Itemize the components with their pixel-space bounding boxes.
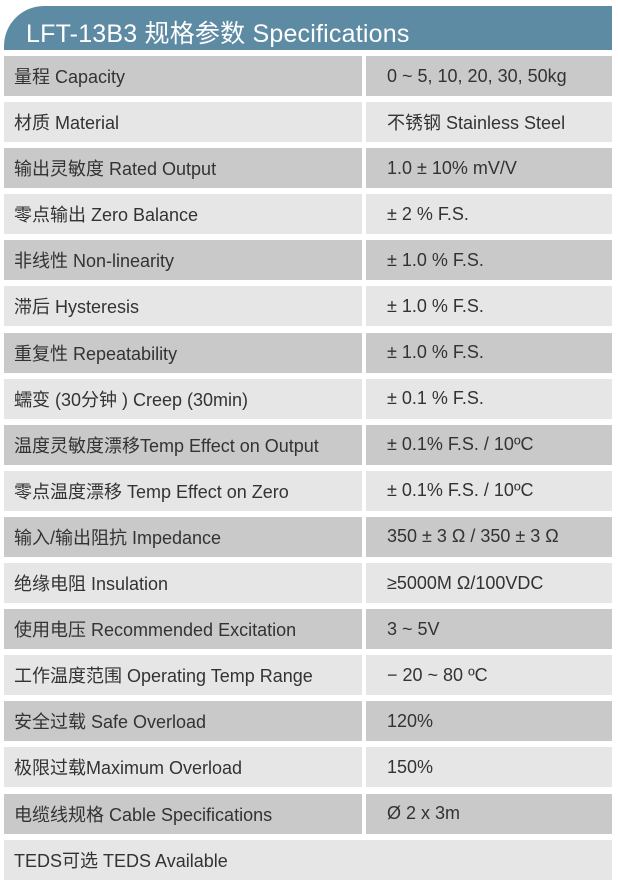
spec-value: 150% (366, 747, 612, 788)
spec-label: 零点输出 Zero Balance (4, 194, 362, 235)
spec-label: 温度灵敏度漂移Temp Effect on Output (4, 424, 362, 465)
spec-row: 绝缘电阻 Insulation ≥5000M Ω/100VDC (4, 563, 612, 604)
spec-value: 350 ± 3 Ω / 350 ± 3 Ω (366, 516, 612, 557)
spec-label: 材质 Material (4, 102, 362, 143)
spec-label: 极限过载Maximum Overload (4, 747, 362, 788)
spec-value: 0 ~ 5, 10, 20, 30, 50kg (366, 56, 612, 96)
spec-value: 3 ~ 5V (366, 609, 612, 650)
spec-value: ± 0.1 % F.S. (366, 378, 612, 419)
spec-label: 输出灵敏度 Rated Output (4, 148, 362, 189)
spec-label: TEDS可选 TEDS Available (4, 839, 612, 880)
spec-row: 滞后 Hysteresis ± 1.0 % F.S. (4, 286, 612, 327)
spec-table: 量程 Capacity 0 ~ 5, 10, 20, 30, 50kg 材质 Ma… (4, 56, 612, 886)
spec-row: 工作温度范围 Operating Temp Range − 20 ~ 80 ºC (4, 655, 612, 696)
spec-label: 工作温度范围 Operating Temp Range (4, 655, 362, 696)
spec-row: 输入/输出阻抗 Impedance 350 ± 3 Ω / 350 ± 3 Ω (4, 516, 612, 557)
spec-label: 重复性 Repeatability (4, 332, 362, 373)
spec-row: 非线性 Non-linearity ± 1.0 % F.S. (4, 240, 612, 281)
spec-value: ± 0.1% F.S. / 10ºC (366, 470, 612, 511)
spec-label: 非线性 Non-linearity (4, 240, 362, 281)
spec-row: 安全过载 Safe Overload 120% (4, 701, 612, 742)
spec-label: 使用电压 Recommended Excitation (4, 609, 362, 650)
spec-row: 零点温度漂移 Temp Effect on Zero ± 0.1% F.S. /… (4, 470, 612, 511)
spec-label: 电缆线规格 Cable Specifications (4, 793, 362, 834)
spec-value: 1.0 ± 10% mV/V (366, 148, 612, 189)
spec-label: 滞后 Hysteresis (4, 286, 362, 327)
spec-row: 零点输出 Zero Balance ± 2 % F.S. (4, 194, 612, 235)
spec-row: 材质 Material 不锈钢 Stainless Steel (4, 102, 612, 143)
spec-row-teds: TEDS可选 TEDS Available (4, 839, 612, 880)
spec-value: Ø 2 x 3m (366, 793, 612, 834)
spec-row: 温度灵敏度漂移Temp Effect on Output ± 0.1% F.S.… (4, 424, 612, 465)
spec-value: ± 0.1% F.S. / 10ºC (366, 424, 612, 465)
spec-value: 不锈钢 Stainless Steel (366, 102, 612, 143)
spec-value: ≥5000M Ω/100VDC (366, 563, 612, 604)
spec-row: 极限过载Maximum Overload 150% (4, 747, 612, 788)
spec-value: 120% (366, 701, 612, 742)
spec-value: ± 1.0 % F.S. (366, 240, 612, 281)
spec-row: 输出灵敏度 Rated Output 1.0 ± 10% mV/V (4, 148, 612, 189)
spec-label: 蠕变 (30分钟 ) Creep (30min) (4, 378, 362, 419)
spec-value: − 20 ~ 80 ºC (366, 655, 612, 696)
spec-row: 重复性 Repeatability ± 1.0 % F.S. (4, 332, 612, 373)
page-title: LFT-13B3 规格参数 Specifications (26, 20, 410, 48)
spec-value: ± 2 % F.S. (366, 194, 612, 235)
spec-value: ± 1.0 % F.S. (366, 286, 612, 327)
spec-label: 量程 Capacity (4, 56, 362, 96)
spec-value: ± 1.0 % F.S. (366, 332, 612, 373)
spec-row: 蠕变 (30分钟 ) Creep (30min) ± 0.1 % F.S. (4, 378, 612, 419)
spec-label: 零点温度漂移 Temp Effect on Zero (4, 470, 362, 511)
spec-label: 安全过载 Safe Overload (4, 701, 362, 742)
spec-header: LFT-13B3 规格参数 Specifications (4, 6, 612, 50)
spec-label: 输入/输出阻抗 Impedance (4, 516, 362, 557)
spec-row: 电缆线规格 Cable Specifications Ø 2 x 3m (4, 793, 612, 834)
spec-row: 量程 Capacity 0 ~ 5, 10, 20, 30, 50kg (4, 56, 612, 96)
spec-label: 绝缘电阻 Insulation (4, 563, 362, 604)
spec-row: 使用电压 Recommended Excitation 3 ~ 5V (4, 609, 612, 650)
